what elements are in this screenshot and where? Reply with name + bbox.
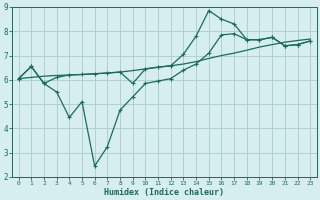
X-axis label: Humidex (Indice chaleur): Humidex (Indice chaleur) (104, 188, 224, 197)
